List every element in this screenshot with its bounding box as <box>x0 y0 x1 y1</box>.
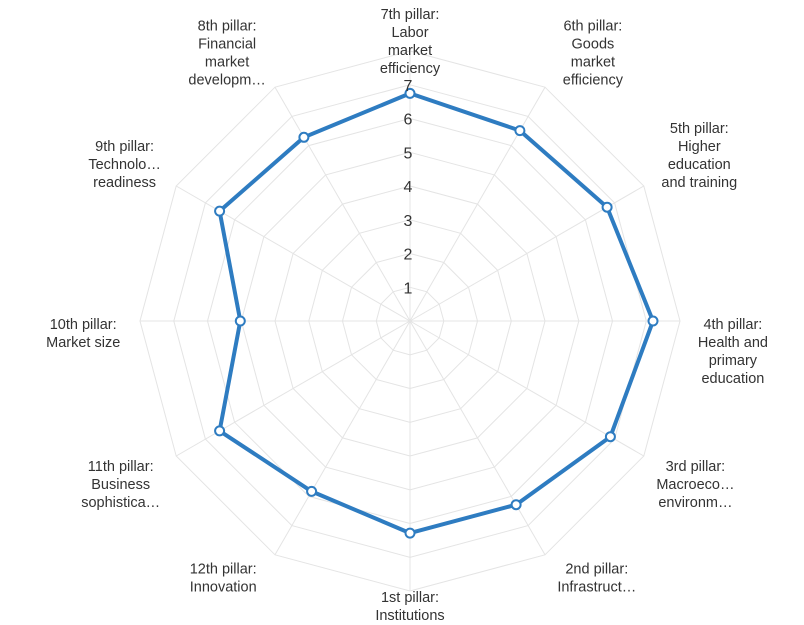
category-label: 10th pillar: Market size <box>46 317 120 351</box>
category-label-line: Institutions <box>375 608 444 624</box>
category-label-line: primary <box>709 353 758 369</box>
category-label: 8th pillar: Financial market developm… <box>188 19 265 89</box>
category-label-line: Market size <box>46 335 120 351</box>
category-label-line: Health and <box>698 335 768 351</box>
data-point[interactable] <box>404 527 416 539</box>
category-label: 6th pillar: Goods market efficiency <box>563 19 624 89</box>
category-label-line: 9th pillar: <box>95 139 154 155</box>
category-label: 2nd pillar: Infrastruct… <box>557 562 636 596</box>
category-label-line: 12th pillar: <box>190 562 257 578</box>
data-point[interactable] <box>298 131 310 143</box>
category-label-line: Higher <box>678 139 721 155</box>
tick-label: 3 <box>404 213 413 230</box>
category-label-line: education <box>668 157 731 173</box>
data-point[interactable] <box>510 499 522 511</box>
data-point[interactable] <box>601 201 613 213</box>
category-label: 9th pillar: Technolo… readiness <box>88 139 161 191</box>
category-label: 5th pillar: Higher education and training <box>661 121 737 191</box>
grid-spoke <box>409 320 546 556</box>
grid-spoke <box>409 86 546 322</box>
tick-label: 2 <box>404 247 413 264</box>
tick-label: 4 <box>404 179 413 196</box>
data-point[interactable] <box>404 87 416 99</box>
category-label-line: efficiency <box>563 73 624 89</box>
category-label-line: 7th pillar: <box>381 7 440 23</box>
tick-label: 5 <box>404 145 413 162</box>
category-label: 7th pillar: Labor market efficiency <box>380 7 441 77</box>
data-point[interactable] <box>604 431 616 443</box>
category-label-line: market <box>571 55 615 71</box>
tick-label: 6 <box>404 112 413 129</box>
category-label-line: Financial <box>198 37 256 53</box>
tick-label: 1 <box>404 280 413 297</box>
category-label-line: readiness <box>93 175 156 191</box>
category-label-line: sophistica… <box>81 495 160 511</box>
category-label-line: 6th pillar: <box>563 19 622 35</box>
data-point[interactable] <box>234 315 246 327</box>
category-label: 11th pillar: Business sophistica… <box>81 459 160 511</box>
category-label-line: 3rd pillar: <box>666 459 726 475</box>
data-point[interactable] <box>514 125 526 137</box>
grid <box>139 50 681 592</box>
category-label: 12th pillar: Innovation <box>190 562 257 596</box>
category-label-line: 8th pillar: <box>198 19 257 35</box>
category-label-line: Technolo… <box>88 157 161 173</box>
category-label-line: Business <box>91 477 150 493</box>
category-label-line: 5th pillar: <box>670 121 729 137</box>
category-label-line: 11th pillar: <box>88 459 154 475</box>
tick-labels: 1 2 3 4 5 6 7 <box>404 78 413 297</box>
category-label-line: developm… <box>188 73 265 89</box>
grid-spoke <box>175 320 411 457</box>
category-label-line: 4th pillar: <box>703 317 762 333</box>
data-point[interactable] <box>306 485 318 497</box>
category-label-line: environm… <box>658 495 732 511</box>
category-label-line: market <box>388 43 432 59</box>
category-label: 3rd pillar: Macroeco… environm… <box>656 459 734 511</box>
series-layer <box>214 87 659 539</box>
data-point[interactable] <box>647 315 659 327</box>
grid-spoke <box>409 320 645 457</box>
category-label-line: Macroeco… <box>656 477 734 493</box>
category-label-line: market <box>205 55 249 71</box>
category-label-line: 1st pillar: <box>381 590 439 606</box>
category-label-line: 2nd pillar: <box>565 562 628 578</box>
tick-label: 7 <box>404 78 413 95</box>
category-label-line: Innovation <box>190 580 257 596</box>
category-label-line: Goods <box>572 37 615 53</box>
category-label: 1st pillar: Institutions <box>375 590 444 624</box>
category-label-line: efficiency <box>380 61 441 77</box>
grid-spoke <box>274 86 411 322</box>
category-label-line: 10th pillar: <box>50 317 117 333</box>
data-point[interactable] <box>214 205 226 217</box>
data-point[interactable] <box>214 425 226 437</box>
category-label-line: education <box>701 371 764 387</box>
category-label-line: Infrastruct… <box>557 580 636 596</box>
category-label-line: Labor <box>391 25 428 41</box>
category-label: 4th pillar: Health and primary education <box>698 317 768 387</box>
grid-spoke <box>175 185 411 322</box>
grid-spoke <box>274 320 411 556</box>
category-label-line: and training <box>661 175 737 191</box>
